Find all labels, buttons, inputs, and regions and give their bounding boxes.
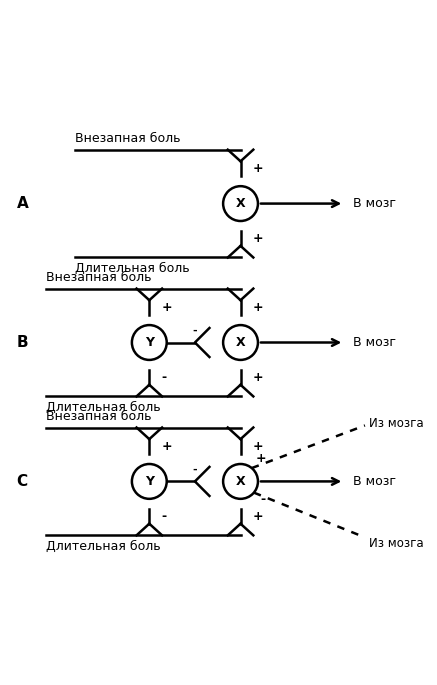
- Text: X: X: [236, 336, 245, 349]
- Text: +: +: [256, 452, 267, 465]
- Text: -: -: [193, 464, 197, 474]
- Text: +: +: [253, 162, 264, 175]
- Text: B: B: [17, 335, 28, 350]
- Text: Y: Y: [145, 336, 154, 349]
- Text: +: +: [253, 371, 264, 384]
- Text: Из мозга: Из мозга: [369, 417, 424, 430]
- Text: -: -: [260, 493, 265, 506]
- Text: +: +: [162, 440, 172, 453]
- Text: -: -: [162, 371, 167, 384]
- Text: +: +: [253, 301, 264, 314]
- Text: +: +: [253, 510, 264, 523]
- Text: +: +: [253, 232, 264, 245]
- Text: Внезапная боль: Внезапная боль: [45, 410, 151, 423]
- Text: X: X: [236, 475, 245, 488]
- Text: Длительная боль: Длительная боль: [45, 540, 160, 553]
- Text: Внезапная боль: Внезапная боль: [75, 132, 180, 145]
- Text: Длительная боль: Длительная боль: [45, 401, 160, 414]
- Text: C: C: [17, 474, 28, 489]
- Text: Внезапная боль: Внезапная боль: [45, 271, 151, 284]
- Text: Из мозга: Из мозга: [369, 537, 424, 550]
- Text: В мозг: В мозг: [353, 197, 395, 210]
- Text: -: -: [162, 510, 167, 523]
- Text: В мозг: В мозг: [353, 336, 395, 349]
- Text: -: -: [193, 325, 197, 336]
- Text: Длительная боль: Длительная боль: [75, 262, 189, 275]
- Text: A: A: [17, 196, 28, 211]
- Text: +: +: [253, 440, 264, 453]
- Text: Y: Y: [145, 475, 154, 488]
- Text: X: X: [236, 197, 245, 210]
- Text: В мозг: В мозг: [353, 475, 395, 488]
- Text: +: +: [162, 301, 172, 314]
